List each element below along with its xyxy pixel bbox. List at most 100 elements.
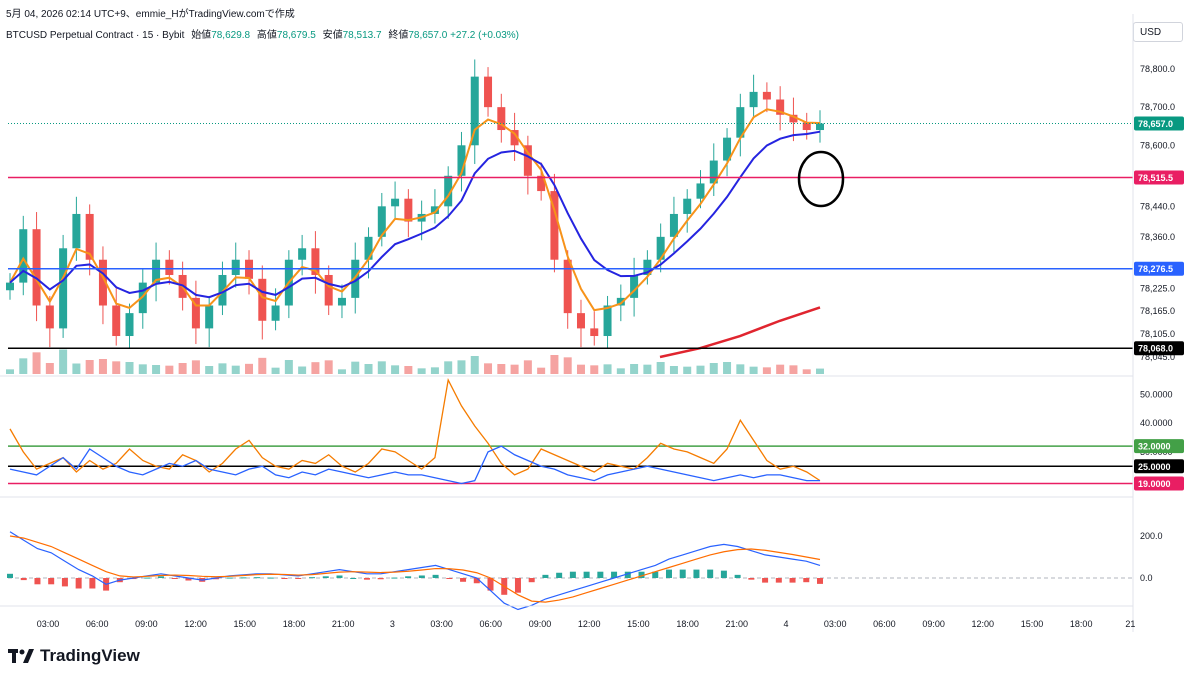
- macd-histogram-bar: [322, 576, 329, 578]
- candle-body: [683, 198, 692, 214]
- time-tick-label: 12:00: [972, 619, 995, 629]
- volume-bar: [32, 352, 41, 374]
- candle-body: [723, 137, 732, 161]
- macd-histogram-bar: [144, 577, 151, 579]
- macd-histogram-bar: [254, 577, 261, 579]
- volume-bar: [669, 366, 678, 374]
- tradingview-logo[interactable]: TradingView: [8, 646, 140, 666]
- macd-histogram-bar: [817, 578, 823, 584]
- candle-body: [537, 175, 546, 192]
- candle-body: [550, 191, 559, 260]
- horizontal-levels: [8, 123, 1133, 349]
- volume-bar: [6, 369, 14, 374]
- candle-body: [404, 198, 413, 222]
- close-value: 78,657.0: [408, 30, 448, 41]
- time-tick-label: 18:00: [676, 619, 699, 629]
- time-tick-label: 18:00: [1070, 619, 1093, 629]
- time-tick-label: 3: [390, 619, 395, 629]
- osc-level-label: 25.0000: [1138, 462, 1171, 472]
- volume-bar: [178, 363, 187, 374]
- volume-bar: [112, 361, 121, 374]
- macd-histogram-bar: [363, 578, 370, 580]
- candle-body: [98, 259, 107, 306]
- price-tick-label: 78,360.0: [1140, 232, 1175, 242]
- volume-bar: [550, 355, 559, 374]
- candle-body: [45, 305, 54, 329]
- candle-body: [430, 206, 439, 214]
- macd-histogram-bar: [432, 574, 439, 578]
- osc-level-label: 19.0000: [1138, 479, 1171, 489]
- symbol-name: BTCUSD Perpetual Contract · 15 · Bybit: [6, 30, 185, 41]
- candle-body: [563, 259, 572, 314]
- macd-histogram-bar: [542, 574, 549, 578]
- volume-bar: [444, 361, 453, 374]
- candle-body: [484, 76, 493, 108]
- macd-histogram-bar: [75, 578, 82, 589]
- price-tick-label: 78,800.0: [1140, 64, 1175, 74]
- volume-bar: [789, 365, 798, 374]
- candlesticks: [6, 59, 824, 349]
- volume-bar: [736, 364, 745, 374]
- volume-bar: [404, 366, 413, 374]
- price-tick-label: 78,225.0: [1140, 283, 1175, 293]
- candle-body: [457, 145, 466, 176]
- ma-long-line: [659, 306, 821, 359]
- volume-bar: [630, 364, 639, 374]
- candle-body: [191, 297, 200, 329]
- volume-bar: [723, 362, 732, 374]
- level-label-support: 78,276.5: [1138, 264, 1173, 274]
- volume-bars: [6, 349, 824, 374]
- macd-histogram-bar: [487, 578, 494, 591]
- candle-body: [603, 305, 612, 337]
- tradingview-logo-text: TradingView: [40, 646, 140, 665]
- candle-body: [669, 213, 678, 237]
- macd-histogram-bar: [803, 578, 810, 583]
- volume-bar: [125, 362, 134, 374]
- candle-body: [165, 259, 174, 275]
- time-tick-label: 21:00: [726, 619, 749, 629]
- time-tick-label: 03:00: [430, 619, 453, 629]
- candle-body: [656, 236, 665, 260]
- macd-histogram-bar: [748, 578, 755, 580]
- macd-histogram-bar: [350, 578, 357, 579]
- chart-canvas[interactable]: 50.000040.000030.000032.000025.000019.00…: [0, 0, 1200, 640]
- candle-body: [444, 175, 453, 207]
- macd-histogram-bar: [309, 577, 316, 579]
- candle-body: [749, 91, 758, 108]
- candle-body: [32, 229, 41, 306]
- time-axis: 03:00 06:00 09:00 12:00 15:00 18:00 21:00 3 03:0…: [0, 14, 1135, 632]
- macd-histogram-bar: [638, 571, 645, 578]
- volume-bar: [165, 365, 174, 374]
- candle-body: [510, 130, 519, 146]
- candle-body: [112, 305, 121, 337]
- volume-bar: [603, 364, 612, 374]
- volume-bar: [470, 356, 479, 374]
- volume-bar: [709, 363, 718, 374]
- volume-bar: [311, 362, 320, 374]
- time-tick-label: 06:00: [480, 619, 503, 629]
- macd-histogram-bar: [240, 577, 247, 579]
- candle-body: [391, 198, 400, 207]
- level-tag-floor: [1134, 341, 1184, 356]
- volume-bar: [762, 367, 771, 374]
- candle-body: [271, 305, 280, 321]
- indicator-lines: [9, 108, 821, 359]
- macd-histogram-bar: [281, 578, 288, 579]
- volume-bar: [616, 368, 625, 374]
- macd-histogram-bar: [693, 569, 700, 578]
- macd-histogram-bar: [48, 578, 55, 585]
- macd-histogram-bar: [185, 578, 192, 581]
- level-label-last: 78,657.0: [1138, 119, 1173, 129]
- volume-bar: [643, 364, 652, 374]
- candle-body: [138, 282, 147, 314]
- candle-body: [630, 274, 639, 298]
- volume-bar: [484, 363, 493, 374]
- volume-bar: [19, 358, 28, 374]
- level-tag-last: [1134, 116, 1184, 131]
- time-tick-label: 09:00: [922, 619, 945, 629]
- high-label: 高値: [256, 30, 277, 41]
- open-value: 78,629.8: [211, 30, 251, 41]
- macd-histogram-bar: [514, 578, 521, 593]
- macd-histogram-bar: [679, 569, 686, 578]
- macd-tick-label: 0.0: [1140, 573, 1153, 583]
